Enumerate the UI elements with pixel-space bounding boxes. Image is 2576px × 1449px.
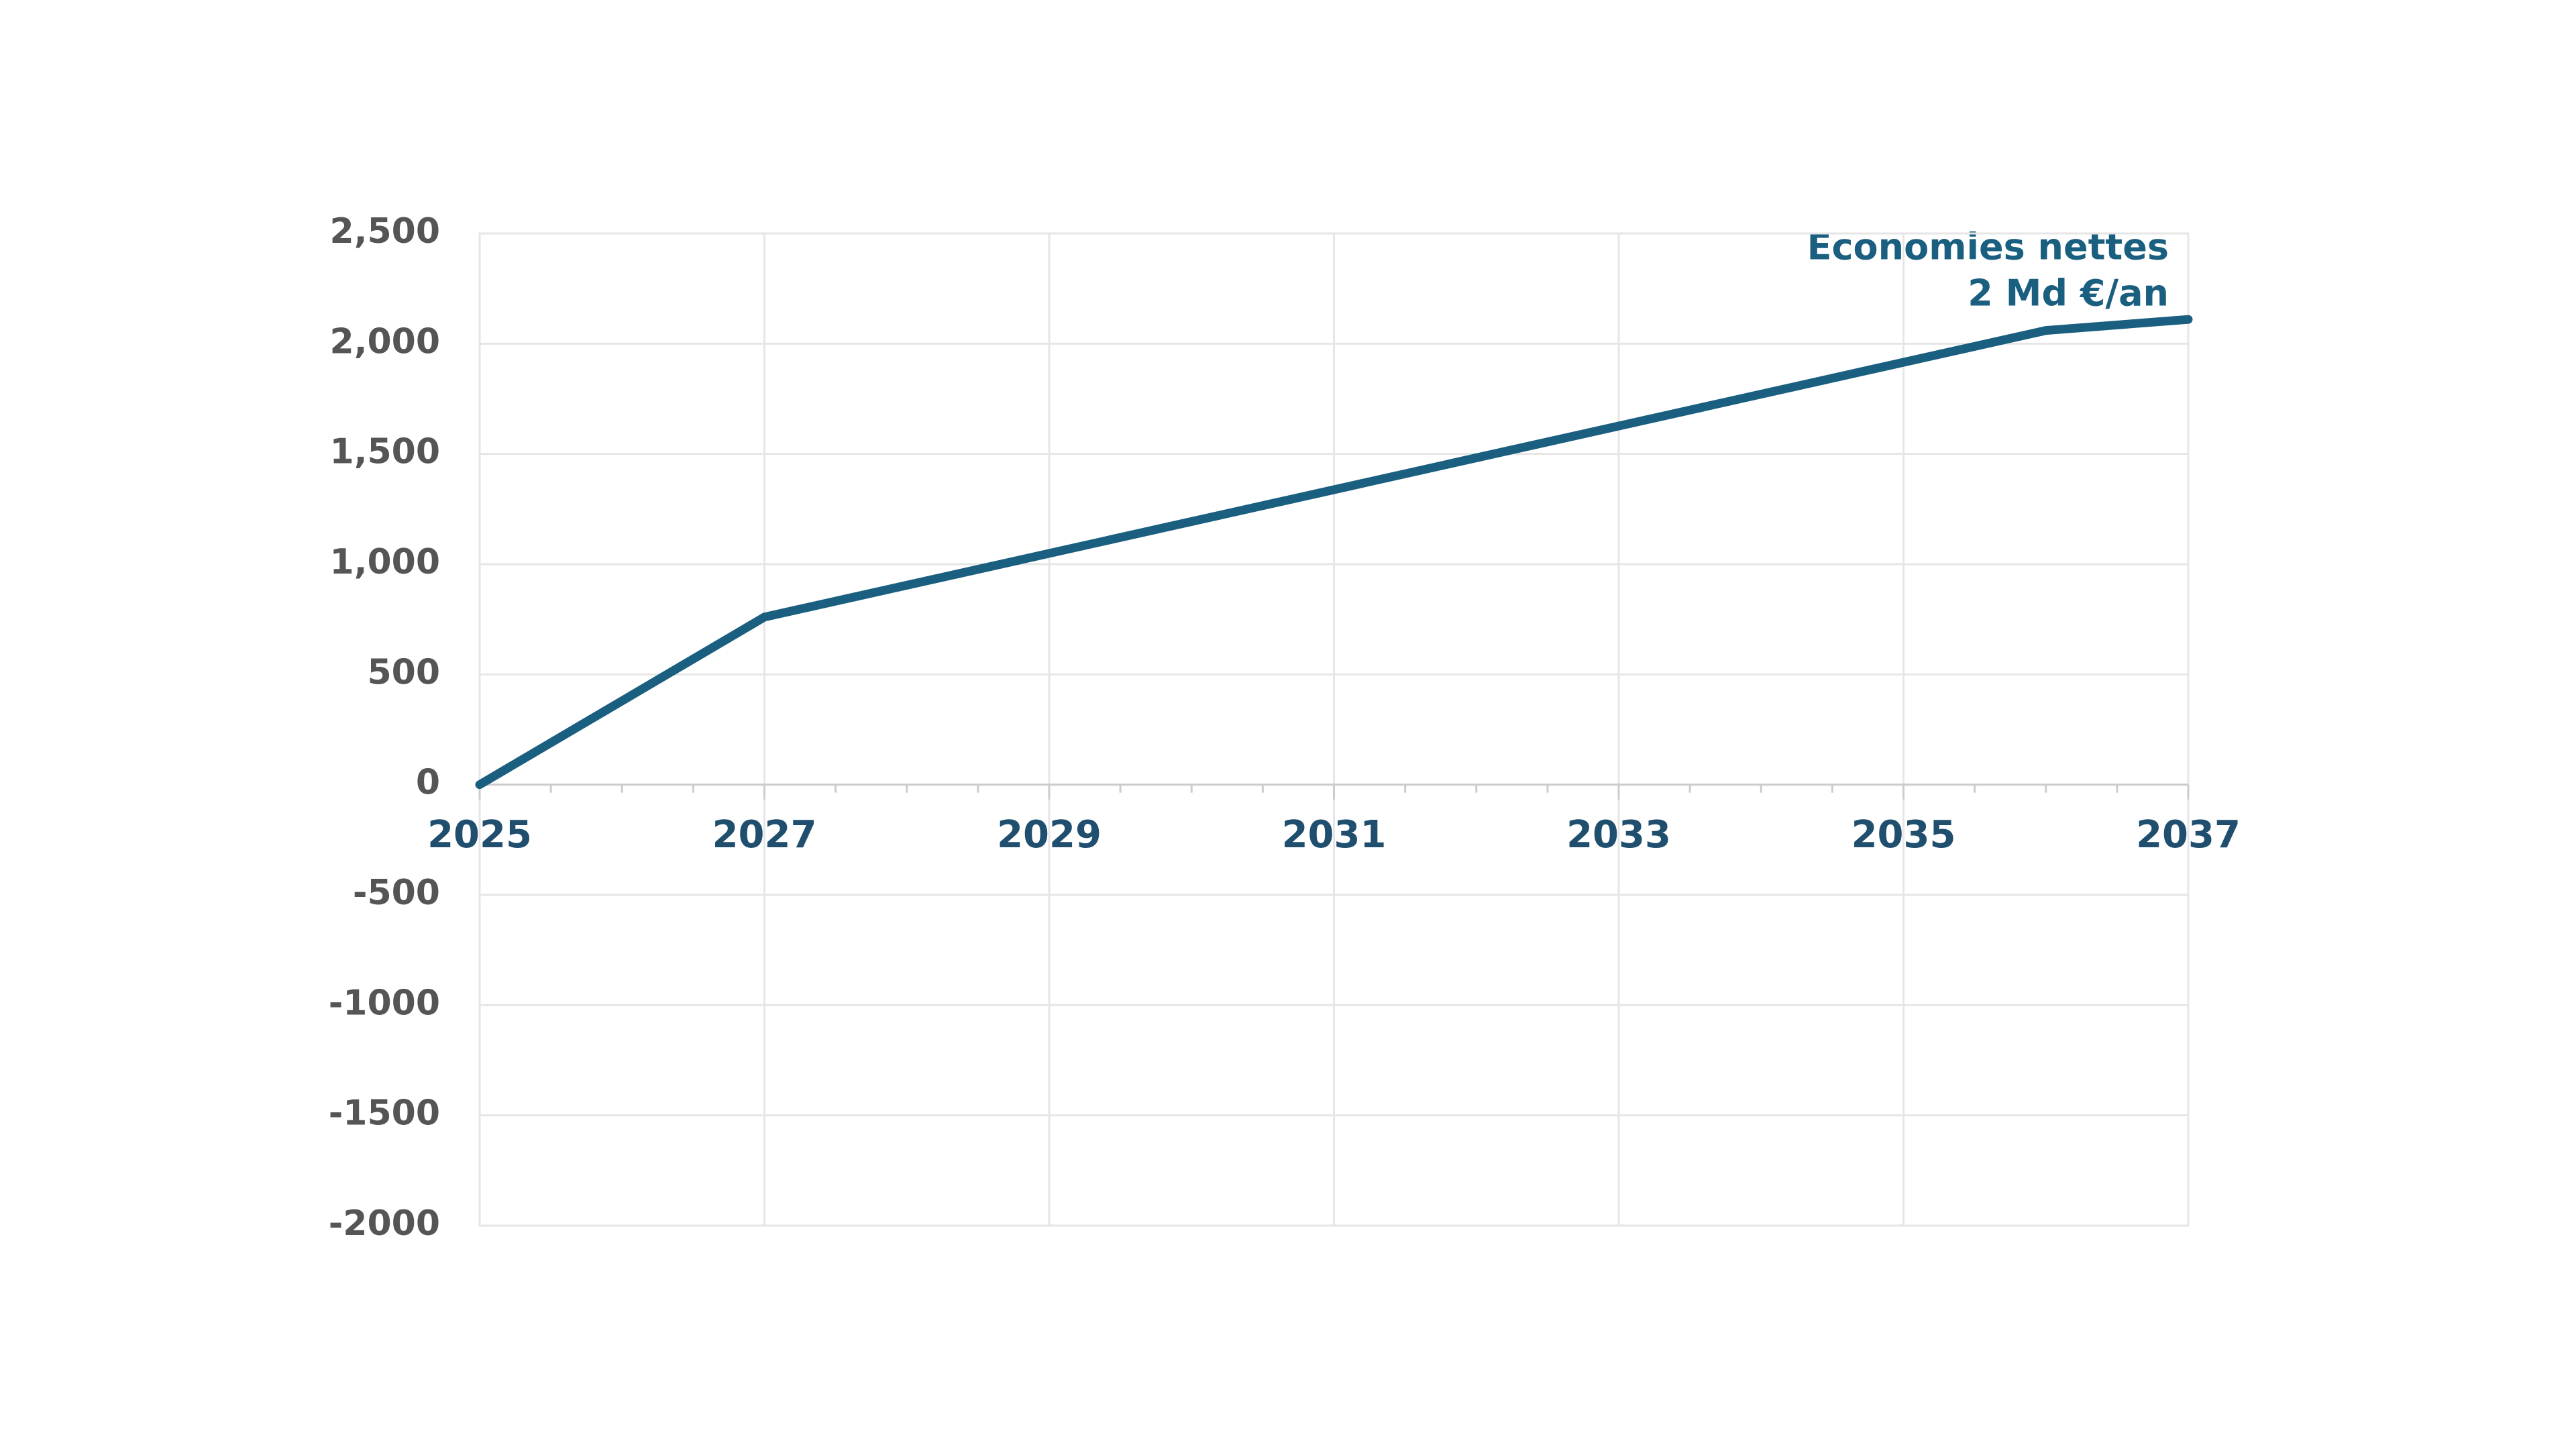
x-tick-label: 2035 — [1851, 813, 1956, 857]
y-tick-label: 2,000 — [330, 321, 440, 362]
y-tick-label: 500 — [367, 652, 440, 692]
y-tick-label: -1000 — [329, 983, 440, 1023]
y-tick-label: 1,500 — [330, 432, 440, 472]
y-tick-label: 0 — [416, 763, 440, 803]
annotation: 2 Md €/an — [1968, 272, 2169, 315]
x-tick-label: 2025 — [427, 813, 532, 857]
y-tick-label: 1,000 — [330, 542, 440, 582]
y-tick-label: -1500 — [329, 1093, 440, 1134]
x-tick-label: 2033 — [1566, 813, 1671, 857]
y-tick-label: 2,500 — [330, 211, 440, 252]
y-tick-label: -500 — [353, 873, 440, 913]
y-tick-label: -2000 — [329, 1203, 440, 1244]
x-tick-label: 2027 — [712, 813, 817, 857]
annotation: Economies nettes — [1807, 226, 2169, 268]
x-tick-label: 2037 — [2136, 813, 2241, 857]
x-tick-label: 2031 — [1282, 813, 1387, 857]
series-line — [475, 315, 2193, 790]
x-tick-label: 2029 — [997, 813, 1102, 857]
